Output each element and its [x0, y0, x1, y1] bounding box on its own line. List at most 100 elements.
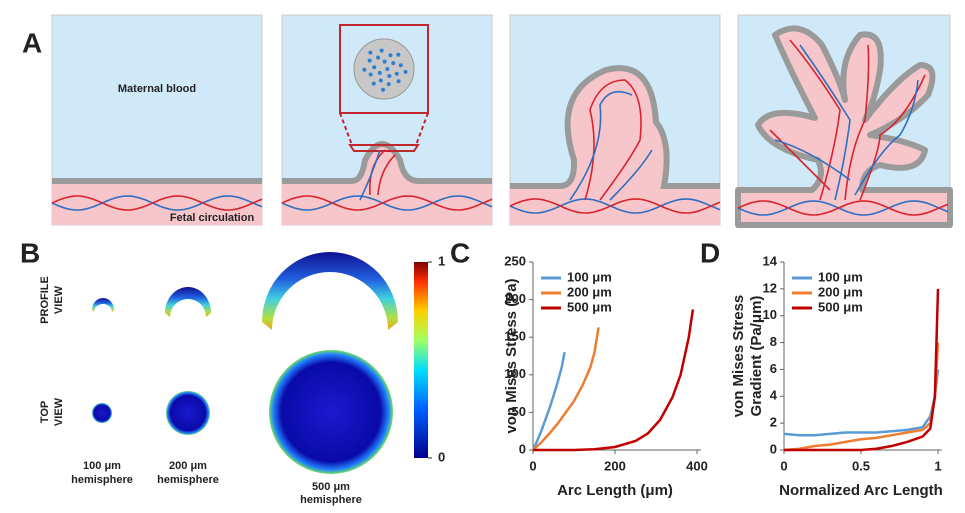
series-line	[533, 309, 695, 452]
section-plane	[348, 144, 420, 152]
panel-letter: D	[700, 237, 720, 268]
y-tick-label: 0	[519, 441, 526, 456]
size-label: 100 μm	[83, 460, 121, 472]
rbc-dot	[394, 71, 399, 76]
y-tick-label: 14	[763, 253, 778, 268]
rbc-dot	[377, 70, 382, 75]
size-label: 500 μm	[312, 481, 350, 493]
hemisphere-top	[166, 391, 210, 435]
vessels	[51, 39, 949, 216]
vessel	[737, 200, 949, 216]
rbc-dot	[391, 61, 396, 66]
view-label: TOP	[39, 401, 51, 423]
fetal-area	[52, 181, 262, 225]
x-axis-label: Normalized Arc Length	[779, 482, 943, 499]
hemisphere-top	[269, 350, 393, 474]
y-tick-label: 10	[763, 307, 777, 322]
villous-tree	[735, 25, 953, 228]
panel-letter: B	[20, 237, 40, 268]
rbc-dot	[386, 82, 391, 87]
rbc-dot	[396, 79, 401, 84]
y-tick-label: 100	[504, 366, 526, 381]
panel-letter: C	[450, 237, 470, 268]
series-line	[532, 327, 600, 451]
legend-label: 100 μm	[818, 269, 863, 284]
legend-label: 500 μm	[567, 299, 612, 314]
capillary	[569, 90, 653, 201]
colorbar-label: 0	[438, 449, 445, 464]
fetal-label: Fetal circulation	[170, 212, 255, 224]
top-view-label: TOP VIEW	[39, 397, 65, 426]
view-label: VIEW	[53, 397, 65, 426]
y-tick-label: 12	[763, 280, 777, 295]
capillary	[774, 44, 919, 201]
hemisphere-profile	[165, 287, 211, 317]
panel-a-boxes	[51, 14, 953, 228]
x-tick-label: 0	[780, 458, 787, 473]
hemisphere-labels: 100 μm hemisphere 200 μm hemisphere 500 …	[71, 460, 362, 506]
rbc-dot	[381, 87, 386, 92]
rbc-dot	[382, 59, 387, 64]
vessel	[509, 198, 721, 214]
capillary	[769, 39, 926, 201]
rbc-dot	[371, 81, 376, 86]
capillary	[359, 149, 381, 201]
inset-lines	[339, 112, 429, 146]
x-tick-label: 1	[934, 458, 941, 473]
inset	[339, 24, 429, 152]
vessel	[51, 195, 263, 211]
size-label: hemisphere	[300, 494, 362, 506]
profile-view-label: PROFILE VIEW	[39, 276, 65, 324]
hemisphere-profile	[262, 252, 398, 330]
hemisphere-profile	[92, 298, 114, 312]
rbc-dot	[368, 50, 373, 55]
panel-letter: A	[22, 27, 42, 58]
legend-label: 100 μm	[567, 269, 612, 284]
series-line	[784, 288, 940, 452]
vessel	[281, 195, 493, 211]
rbc-dot	[398, 63, 403, 68]
view-label: PROFILE	[39, 276, 51, 324]
rbc-dot	[362, 67, 367, 72]
view-label: VIEW	[53, 285, 65, 314]
rbc-dot	[379, 48, 384, 53]
rbc-dot	[378, 78, 383, 83]
legend-label: 200 μm	[818, 284, 863, 299]
legend-label: 500 μm	[818, 299, 863, 314]
x-tick-label: 0	[529, 458, 536, 473]
size-label: hemisphere	[157, 474, 219, 486]
y-tick-label: 8	[770, 334, 777, 349]
rbc-dot	[367, 58, 372, 63]
x-tick-label: 0.5	[852, 458, 870, 473]
membrane	[510, 65, 720, 189]
x-axis-label: Arc Length (μm)	[557, 482, 673, 499]
y-tick-label: 6	[770, 361, 777, 376]
rbc-dot	[385, 67, 390, 71]
colorbar-label: 1	[438, 253, 445, 268]
legend-label: 200 μm	[567, 284, 612, 299]
vessel	[509, 198, 721, 214]
size-label: hemisphere	[71, 474, 133, 486]
rbc-dot	[372, 65, 377, 70]
y-tick-label: 2	[770, 415, 777, 430]
y-tick-label: 250	[504, 253, 526, 268]
series-line	[783, 342, 940, 452]
series-line	[783, 369, 940, 437]
colorbar	[414, 262, 428, 458]
y-axis-label: von Mises Stress (Pa)	[503, 278, 520, 433]
hemispheres	[92, 252, 398, 474]
vessel	[281, 195, 493, 211]
fetal-area	[510, 68, 720, 226]
y-axis-label: Gradient (Pa/μm)	[748, 296, 765, 417]
rbc-dot	[368, 72, 373, 77]
hemisphere-top	[92, 403, 112, 423]
x-tick-label: 400	[686, 458, 708, 473]
x-tick-label: 200	[604, 458, 626, 473]
y-tick-label: 50	[512, 404, 526, 419]
rbc-dot	[396, 52, 401, 57]
vessel	[737, 200, 949, 216]
y-tick-label: 4	[770, 388, 778, 403]
colorbar-ticks: 01	[428, 253, 445, 464]
